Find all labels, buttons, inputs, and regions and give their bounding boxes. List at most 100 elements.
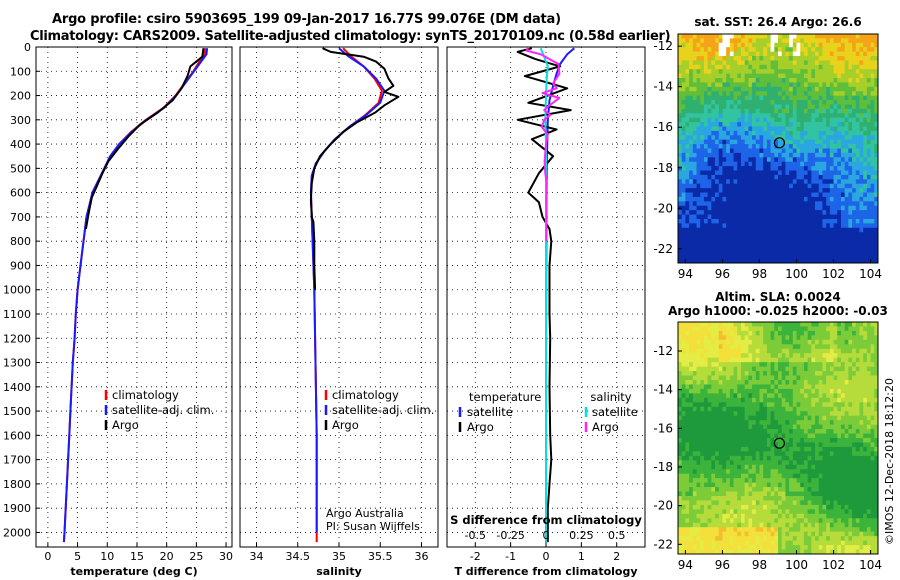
map-cell: [696, 245, 701, 251]
map-cell: [703, 438, 709, 443]
map-cell: [785, 161, 790, 167]
map-cell: [707, 47, 712, 53]
map-cell: [781, 192, 786, 198]
map-cell: [770, 393, 775, 399]
map-cell: [829, 388, 834, 394]
map-cell: [744, 223, 749, 229]
map-cell: [844, 122, 849, 127]
map-cell: [755, 34, 760, 39]
map-cell: [748, 339, 753, 345]
map-cell: [700, 170, 705, 176]
map-cell: [803, 375, 809, 381]
map-cell: [770, 473, 775, 479]
map-cell: [859, 192, 864, 198]
map-cell: [859, 130, 864, 136]
map-cell: [766, 446, 771, 452]
map-cell: [755, 438, 760, 443]
map-cell: [807, 139, 812, 145]
map-cell: [763, 406, 768, 412]
map-cell: [840, 375, 846, 381]
map-cell: [763, 388, 768, 394]
map-cell: [733, 51, 738, 57]
map-cell: [840, 236, 846, 242]
x-tick-label: 34.5: [286, 550, 311, 563]
map-cell: [689, 78, 694, 83]
map-cell: [737, 424, 742, 430]
map-cell: [874, 117, 879, 123]
map-cell: [800, 205, 805, 211]
map-cell: [726, 335, 731, 341]
map-cell: [855, 183, 860, 189]
map-cell: [692, 38, 697, 44]
map-cell: [737, 322, 742, 327]
map-cell: [755, 108, 760, 114]
map-cell: [766, 460, 771, 466]
map-cell: [815, 397, 820, 403]
map-cell: [863, 82, 868, 88]
map-cell: [844, 433, 849, 439]
map-cell: [811, 451, 816, 457]
map-cell: [696, 380, 701, 385]
map-cell: [796, 433, 801, 439]
map-cell: [707, 210, 712, 215]
map-cell: [844, 188, 849, 193]
map-cell: [703, 455, 709, 461]
map-cell: [815, 478, 820, 484]
map-cell: [685, 210, 690, 215]
map-cell: [722, 100, 727, 105]
map-cell: [722, 371, 727, 376]
map-cell: [729, 56, 734, 61]
map-cell: [692, 95, 697, 101]
map-cell: [722, 429, 727, 434]
map-cell: [692, 47, 697, 53]
map-cell: [726, 388, 731, 394]
map-cell: [874, 201, 879, 207]
map-cell: [696, 135, 701, 141]
map-cell: [711, 218, 716, 224]
map-cell: [859, 433, 864, 439]
map-cell: [766, 469, 771, 475]
map-cell: [826, 380, 831, 385]
map-cell: [807, 60, 812, 66]
map-cell: [733, 113, 738, 119]
map-cell: [700, 339, 705, 345]
map-cell: [855, 100, 860, 105]
map-cell: [829, 451, 834, 457]
map-cell: [715, 210, 720, 215]
map-cell: [766, 455, 771, 461]
map-cell: [822, 375, 827, 381]
map-cell: [833, 339, 838, 345]
map-cell: [748, 201, 753, 207]
map-cell: [763, 393, 768, 399]
map-cell: [822, 117, 827, 123]
map-cell: [678, 397, 683, 403]
map-cell: [874, 139, 879, 145]
map-cell: [785, 201, 790, 207]
map-cell: [729, 415, 734, 421]
map-cell: [778, 56, 783, 61]
map-cell: [678, 56, 683, 61]
map-cell: [778, 82, 783, 88]
map-cell: [822, 148, 827, 154]
map-cell: [689, 460, 694, 466]
map-cell: [733, 64, 738, 70]
map-cell: [818, 473, 823, 479]
map-cell: [678, 371, 683, 376]
map-cell: [837, 249, 842, 255]
map-cell: [852, 326, 857, 332]
map-cell: [815, 232, 820, 237]
map-cell: [692, 446, 697, 452]
map-cell: [826, 322, 831, 327]
map-cell: [700, 82, 705, 88]
map-cell: [755, 451, 760, 457]
map-cell: [729, 254, 734, 259]
map-cell: [833, 460, 838, 466]
map-cell: [837, 330, 842, 336]
map-cell: [852, 69, 857, 75]
map-cell: [866, 406, 871, 412]
map-cell: [792, 91, 797, 97]
map-cell: [792, 245, 797, 251]
map-cell: [763, 135, 768, 141]
map-cell: [866, 196, 871, 202]
map-cell: [870, 357, 875, 363]
